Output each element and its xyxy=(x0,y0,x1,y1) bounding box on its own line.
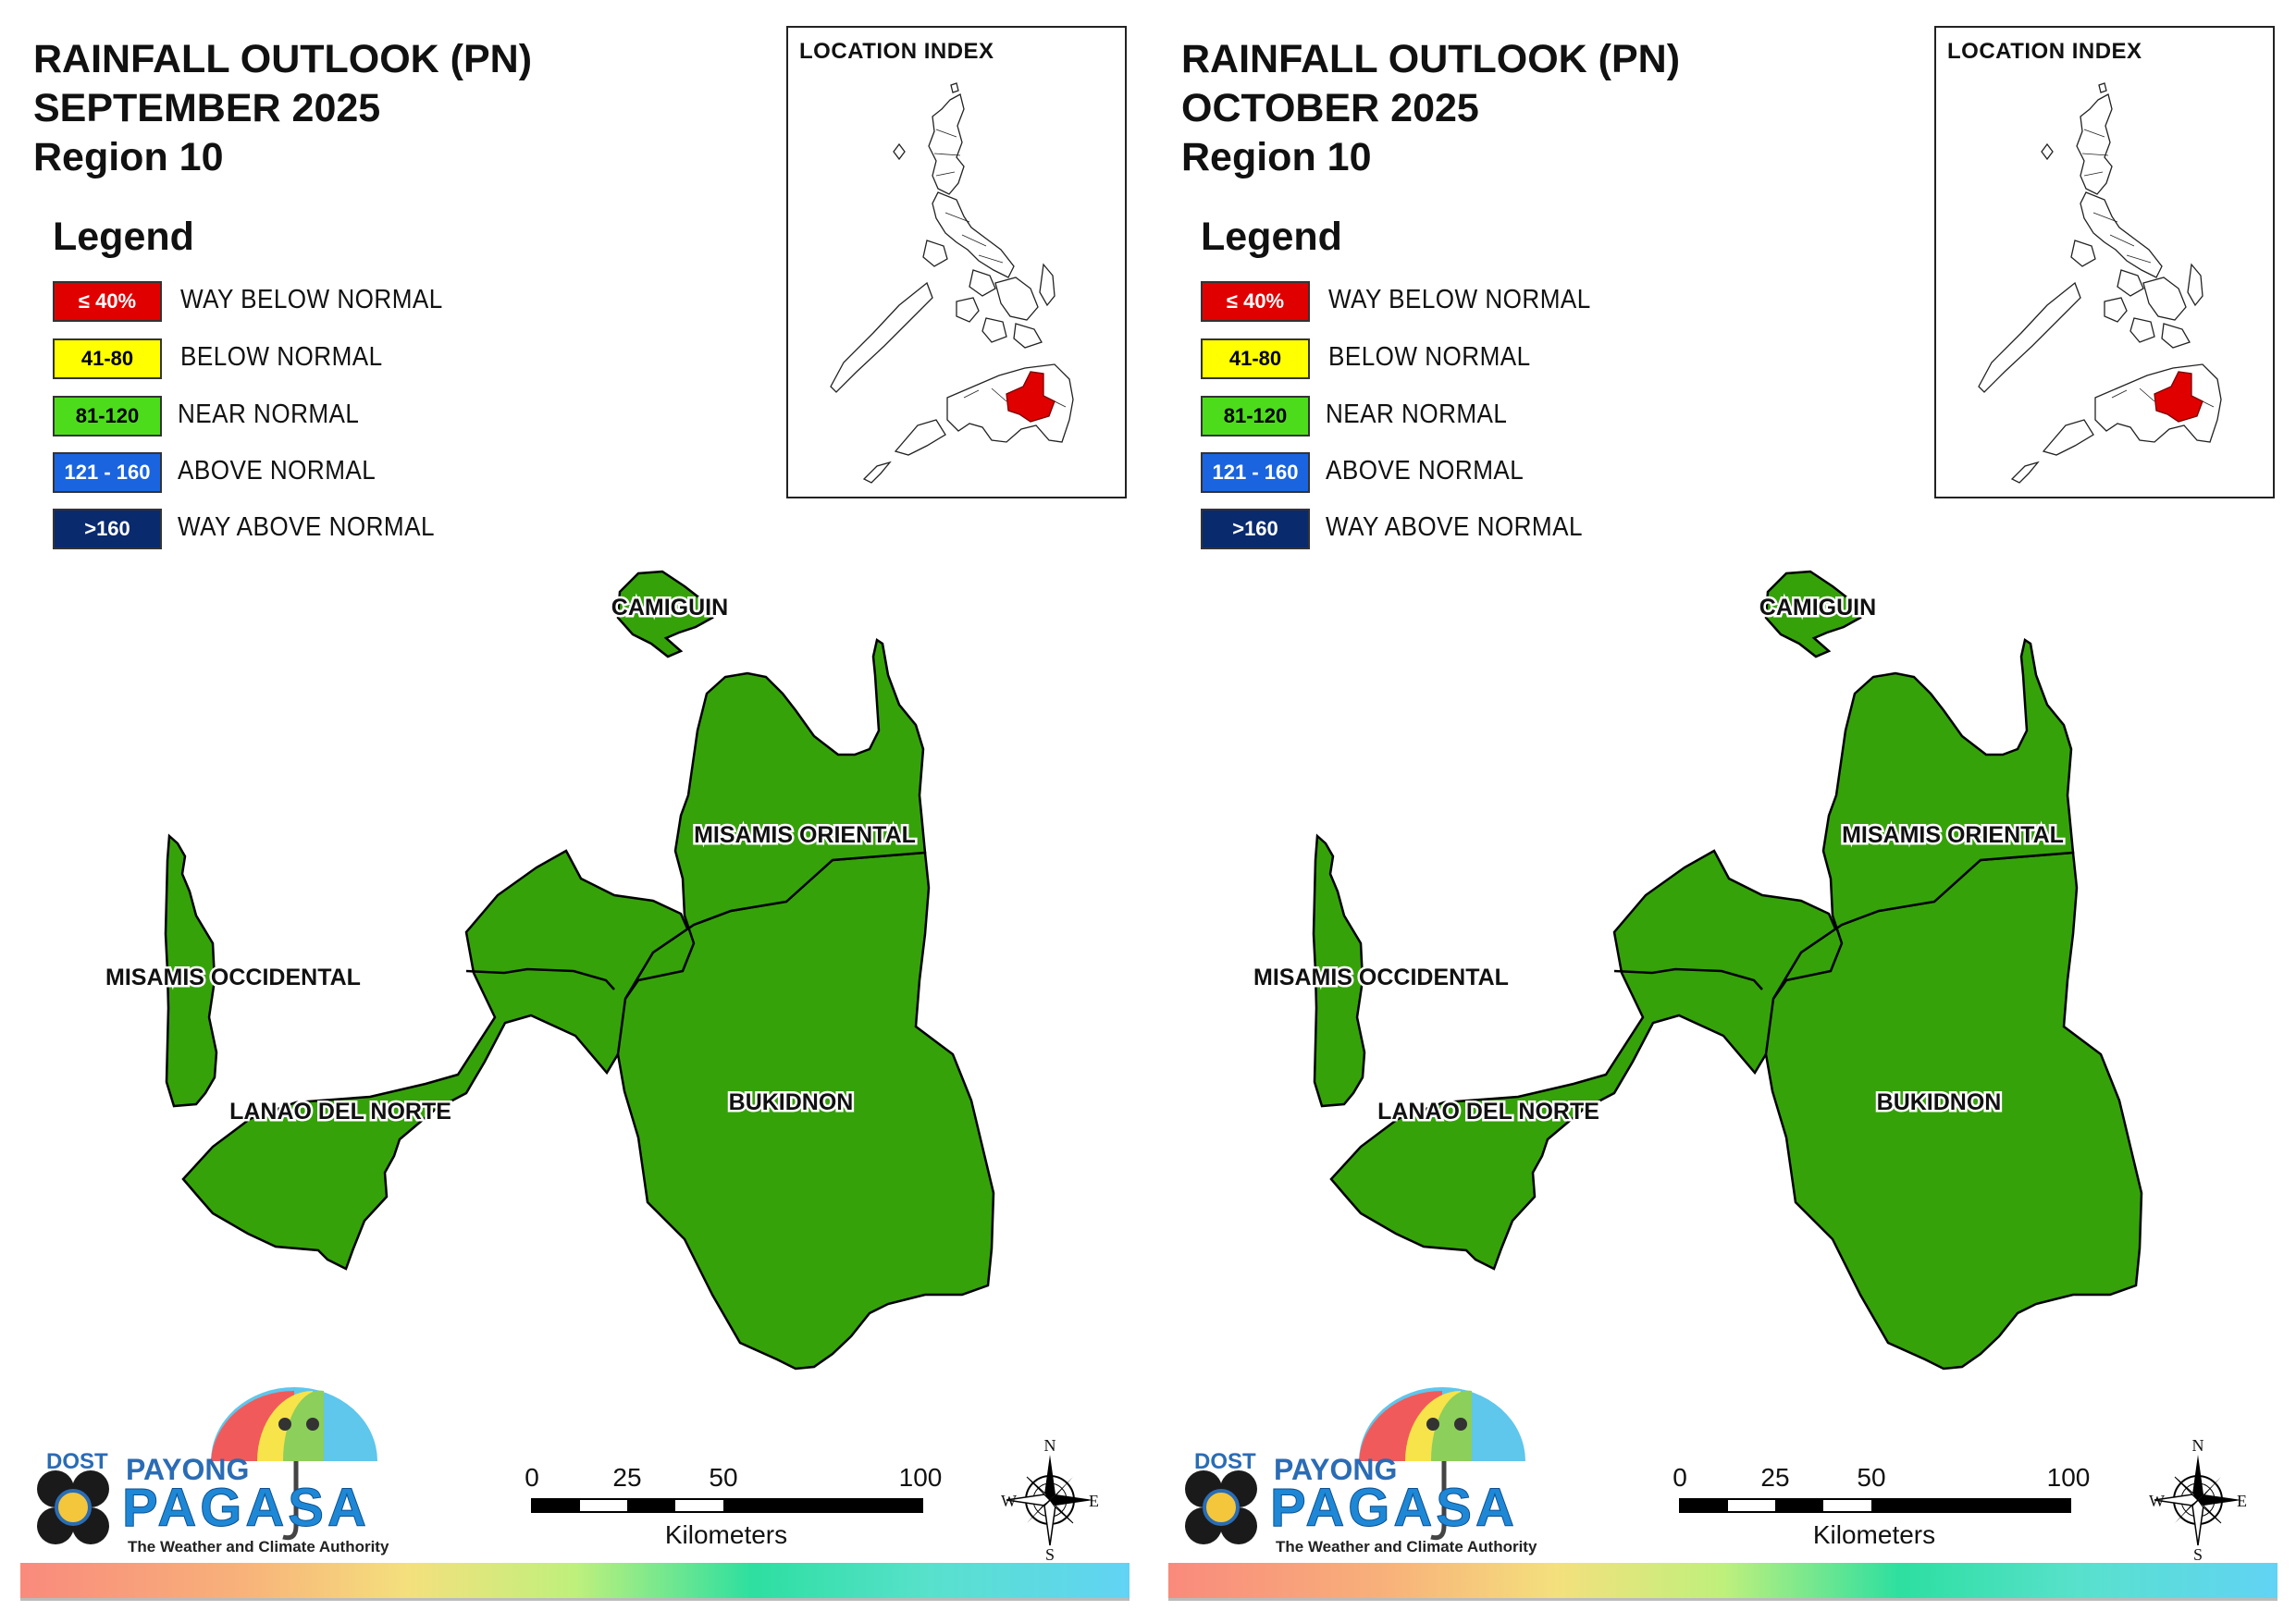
label-misamis-oriental: MISAMIS ORIENTAL xyxy=(1842,822,2064,848)
label-camiguin: CAMIGUIN xyxy=(1759,595,1876,621)
legend-title: Legend xyxy=(1201,215,1342,259)
title-line-3: Region 10 xyxy=(1181,135,1372,179)
legend-swatch: 81-120 xyxy=(53,396,162,436)
logo-dost: DOST xyxy=(1194,1449,1256,1474)
inset-title: LOCATION INDEX xyxy=(799,39,994,64)
province-camiguin xyxy=(616,570,714,658)
compass-north: N xyxy=(1044,1438,1056,1455)
map-title: RAINFALL OUTLOOK (PN) OCTOBER 2025 Regio… xyxy=(1181,35,1680,182)
label-bukidnon: BUKIDNON xyxy=(1877,1089,2002,1115)
title-line-2: SEPTEMBER 2025 xyxy=(33,86,381,130)
logo-tagline: The Weather and Climate Authority xyxy=(128,1538,389,1555)
legend-label: BELOW NORMAL xyxy=(1328,342,1531,372)
label-lanao-del-norte: LANAO DEL NORTE xyxy=(1377,1099,1599,1125)
province-lanao-del-norte xyxy=(1329,849,1844,1271)
legend-swatch: 41-80 xyxy=(1201,338,1310,379)
label-lanao-del-norte: LANAO DEL NORTE xyxy=(229,1099,451,1125)
north-arrow-compass: N E S W xyxy=(1001,1438,1099,1563)
north-arrow-compass: N E S W xyxy=(2149,1438,2247,1563)
outlook-panel-september: RAINFALL OUTLOOK (PN) SEPTEMBER 2025 Reg… xyxy=(20,26,1129,1601)
legend-label: BELOW NORMAL xyxy=(180,342,383,372)
compass-south: S xyxy=(2193,1545,2203,1563)
payong-pagasa-logo: DOST PAYONG PAGASA The Weather and Clima… xyxy=(1185,1387,1537,1555)
location-index-inset: LOCATION INDEX xyxy=(1934,26,2275,498)
scale-tick-0: 0 xyxy=(1673,1463,1687,1492)
title-line-3: Region 10 xyxy=(33,135,224,179)
philippines-outline-map xyxy=(830,82,1074,484)
logo-payong: PAYONG xyxy=(1274,1453,1397,1486)
label-misamis-occidental: MISAMIS OCCIDENTAL xyxy=(105,965,361,990)
logo-tagline: The Weather and Climate Authority xyxy=(1276,1538,1537,1555)
legend-label: WAY BELOW NORMAL xyxy=(180,285,443,314)
legend-swatch: ≤ 40% xyxy=(1201,281,1310,322)
compass-west: W xyxy=(1001,1492,1017,1510)
legend-swatch: 41-80 xyxy=(53,338,162,379)
region-10-highlight xyxy=(1006,371,1055,423)
label-misamis-oriental: MISAMIS ORIENTAL xyxy=(694,822,916,848)
scale-tick-100: 100 xyxy=(2047,1463,2091,1492)
scale-tick-0: 0 xyxy=(525,1463,539,1492)
legend-title: Legend xyxy=(53,215,194,259)
title-line-1: RAINFALL OUTLOOK (PN) xyxy=(1181,37,1681,81)
compass-south: S xyxy=(1045,1545,1055,1563)
rainbow-footer-bar xyxy=(20,1563,1129,1598)
map-title: RAINFALL OUTLOOK (PN) SEPTEMBER 2025 Reg… xyxy=(33,35,532,182)
rainbow-footer-bar xyxy=(1168,1563,2277,1598)
legend-label: WAY ABOVE NORMAL xyxy=(178,512,435,542)
legend-swatch: 81-120 xyxy=(1201,396,1310,436)
footer-divider xyxy=(20,1598,1129,1601)
region-10-provinces-map: CAMIGUIN MISAMIS ORIENTAL MISAMIS OCCIDE… xyxy=(1252,570,2143,1371)
scale-tick-100: 100 xyxy=(899,1463,943,1492)
logo-dost: DOST xyxy=(46,1449,108,1474)
compass-north: N xyxy=(2192,1438,2204,1455)
scale-tick-50: 50 xyxy=(1857,1463,1885,1492)
payong-pagasa-logo: DOST PAYONG PAGASA The Weather and Clima… xyxy=(37,1387,389,1555)
compass-west: W xyxy=(2149,1492,2165,1510)
legend-label: WAY BELOW NORMAL xyxy=(1328,285,1591,314)
inset-title: LOCATION INDEX xyxy=(1947,39,2142,64)
legend-swatch: >160 xyxy=(53,509,162,549)
province-camiguin xyxy=(1764,570,1862,658)
scale-tick-25: 25 xyxy=(1760,1463,1789,1492)
scale-bar: 0 25 50 100 Kilometers xyxy=(525,1463,943,1549)
label-camiguin: CAMIGUIN xyxy=(611,595,728,621)
logo-pagasa: PAGASA xyxy=(122,1478,370,1538)
province-misamis-occidental xyxy=(164,833,218,1108)
footer-divider xyxy=(1168,1598,2277,1601)
province-misamis-occidental xyxy=(1312,833,1366,1108)
region-10-provinces-map: CAMIGUIN MISAMIS ORIENTAL MISAMIS OCCIDE… xyxy=(104,570,995,1371)
legend-swatch: 121 - 160 xyxy=(1201,452,1310,493)
legend-label: WAY ABOVE NORMAL xyxy=(1326,512,1583,542)
logo-payong: PAYONG xyxy=(126,1453,249,1486)
compass-east: E xyxy=(2237,1492,2247,1510)
label-bukidnon: BUKIDNON xyxy=(729,1089,854,1115)
province-misamis-oriental xyxy=(623,637,927,1000)
compass-east: E xyxy=(1089,1492,1099,1510)
legend-swatch: >160 xyxy=(1201,509,1310,549)
scale-tick-25: 25 xyxy=(612,1463,641,1492)
legend-label: NEAR NORMAL xyxy=(1326,400,1508,429)
legend-swatch: ≤ 40% xyxy=(53,281,162,322)
legend-label: ABOVE NORMAL xyxy=(1326,456,1524,486)
scale-unit: Kilometers xyxy=(665,1520,787,1549)
location-index-inset: LOCATION INDEX xyxy=(786,26,1127,498)
scale-unit: Kilometers xyxy=(1813,1520,1935,1549)
scale-tick-50: 50 xyxy=(709,1463,737,1492)
scale-bar: 0 25 50 100 Kilometers xyxy=(1673,1463,2091,1549)
title-line-1: RAINFALL OUTLOOK (PN) xyxy=(33,37,533,81)
province-lanao-del-norte xyxy=(181,849,696,1271)
legend-label: NEAR NORMAL xyxy=(178,400,360,429)
philippines-outline-map xyxy=(1978,82,2222,484)
legend-swatch: 121 - 160 xyxy=(53,452,162,493)
province-misamis-oriental xyxy=(1771,637,2075,1000)
region-10-highlight xyxy=(2154,371,2203,423)
outlook-panel-october: RAINFALL OUTLOOK (PN) OCTOBER 2025 Regio… xyxy=(1148,0,2296,1623)
legend-label: ABOVE NORMAL xyxy=(178,456,376,486)
label-misamis-occidental: MISAMIS OCCIDENTAL xyxy=(1253,965,1509,990)
title-line-2: OCTOBER 2025 xyxy=(1181,86,1479,130)
logo-pagasa: PAGASA xyxy=(1270,1478,1518,1538)
